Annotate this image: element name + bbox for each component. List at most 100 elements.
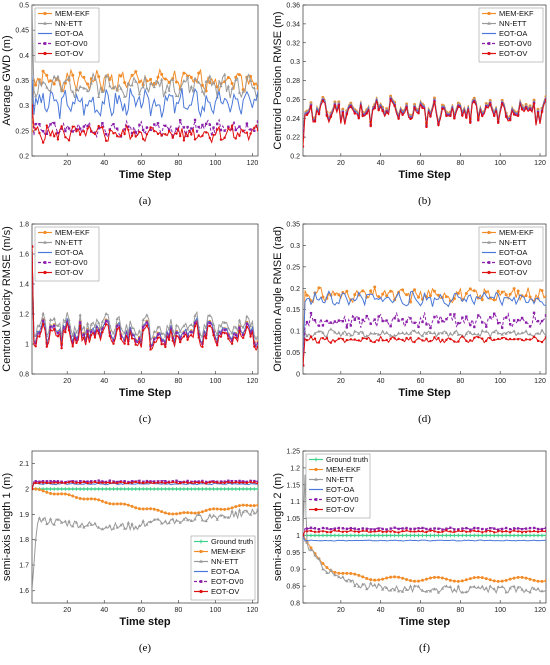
panel-label: (b) [418, 195, 431, 207]
data-point [345, 332, 349, 336]
data-point [325, 570, 329, 574]
data-point [453, 528, 456, 531]
legend-marker [314, 457, 318, 462]
data-point [201, 345, 204, 349]
data-point [496, 321, 500, 325]
data-point [186, 335, 189, 339]
data-point [222, 487, 227, 491]
data-point [216, 122, 219, 125]
data-point [528, 105, 532, 109]
data-point [249, 128, 252, 131]
data-point [333, 533, 337, 538]
data-point [392, 533, 397, 538]
data-point [313, 120, 317, 123]
data-point [305, 320, 309, 324]
data-point [108, 479, 112, 482]
data-point [145, 133, 149, 136]
data-point [492, 298, 496, 302]
data-point [448, 331, 452, 335]
data-point [377, 332, 381, 336]
data-point [400, 331, 405, 335]
data-point [97, 127, 100, 130]
data-point [48, 317, 53, 321]
data-point [444, 584, 449, 588]
data-point [93, 521, 97, 525]
data-point [237, 90, 242, 94]
data-point [201, 123, 204, 127]
data-point [249, 480, 252, 484]
data-point [241, 129, 245, 133]
data-point [34, 128, 37, 131]
data-point [504, 526, 508, 530]
data-point [86, 481, 89, 485]
data-point [389, 95, 393, 99]
legend-label: MEM-EKF [499, 9, 534, 18]
legend-marker [487, 51, 491, 56]
data-point [353, 293, 357, 297]
data-point [309, 105, 313, 108]
data-point [456, 579, 460, 583]
data-point [100, 487, 105, 491]
data-point [49, 79, 53, 83]
data-point [433, 527, 436, 530]
data-point [404, 587, 409, 591]
data-point [504, 115, 508, 119]
y-tick-label: 1 [296, 533, 300, 540]
x-tick-label: 60 [417, 607, 425, 614]
data-point [516, 114, 520, 118]
data-point [219, 487, 223, 491]
data-point [333, 527, 337, 530]
data-point [433, 336, 436, 339]
data-point [353, 530, 356, 533]
data-point [256, 506, 258, 510]
data-point [417, 295, 421, 299]
data-point [63, 519, 67, 523]
data-point [397, 589, 401, 593]
data-point [309, 546, 313, 550]
data-point [353, 338, 356, 341]
y-axis-label: Centroid Velocity RMSE (m/s) [1, 226, 13, 371]
y-tick-label: 0.45 [15, 28, 29, 35]
data-point [512, 533, 516, 538]
data-point [182, 79, 186, 83]
data-point [134, 70, 138, 74]
data-point [436, 590, 441, 594]
data-point [201, 481, 204, 484]
data-point [101, 327, 104, 331]
data-point [460, 533, 465, 538]
data-point [186, 75, 190, 79]
data-point [417, 325, 420, 329]
data-point [219, 332, 223, 335]
data-point [377, 582, 381, 586]
series-line-eot-oa [303, 290, 546, 366]
data-point [134, 506, 138, 510]
data-point [417, 579, 421, 583]
data-point [388, 533, 393, 538]
data-point [433, 530, 436, 533]
data-point [536, 339, 540, 343]
y-tick-label: 0.2 [290, 286, 300, 293]
data-point [369, 124, 372, 128]
data-point [365, 337, 368, 341]
data-point [400, 589, 405, 593]
data-point [67, 139, 71, 142]
data-point [496, 579, 500, 583]
data-point [452, 579, 456, 583]
data-point [216, 340, 219, 344]
y-axis-label: Orientation Angle RMSE (rad) [272, 226, 284, 372]
data-point [226, 507, 230, 511]
data-point [493, 114, 496, 118]
data-point [404, 533, 409, 538]
data-point [193, 118, 197, 122]
x-axis-label: Time Step [398, 169, 451, 181]
data-point [52, 316, 56, 320]
data-point [441, 338, 444, 342]
series-line-nn-ett [32, 5, 258, 99]
data-point [34, 94, 38, 98]
data-point [82, 525, 86, 529]
data-point [512, 529, 516, 532]
series-line-eot-oa [32, 75, 258, 119]
data-point [223, 328, 226, 332]
data-point [544, 579, 546, 583]
data-point [204, 508, 208, 512]
